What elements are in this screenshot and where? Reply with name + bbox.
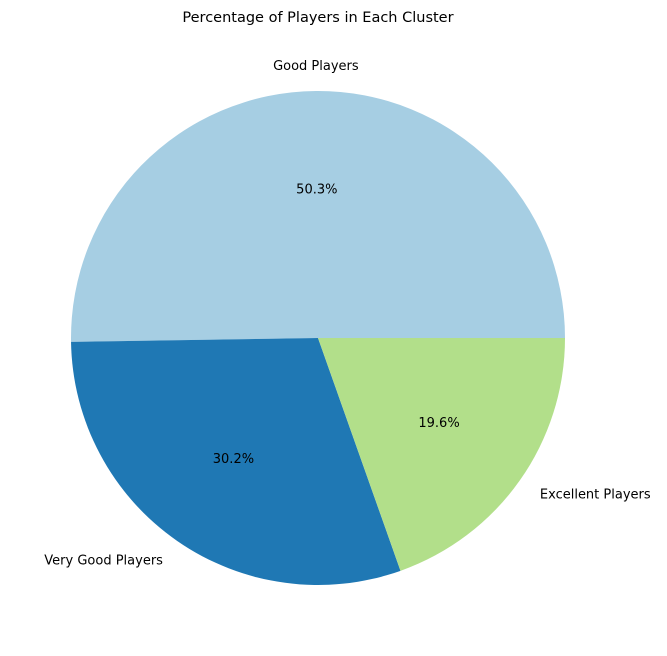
pct-label-very-good-players: 30.2% [213, 452, 254, 467]
slice-label-excellent-players: Excellent Players [540, 487, 651, 502]
pct-label-excellent-players: 19.6% [418, 416, 459, 431]
pie-slice-excellent-players [318, 338, 565, 571]
pie-labels: 50.3% Good Players 30.2% Very Good Players 1… [44, 59, 651, 569]
chart-title: Percentage of Players in Each Cluster [182, 10, 453, 26]
slice-label-good-players: Good Players [273, 59, 359, 74]
slice-label-very-good-players: Very Good Players [44, 554, 163, 569]
pct-label-good-players: 50.3% [296, 182, 337, 197]
pie-slices [71, 90, 565, 585]
pie-slice-very-good-players [71, 338, 401, 585]
pie-slice-good-players [71, 90, 565, 342]
